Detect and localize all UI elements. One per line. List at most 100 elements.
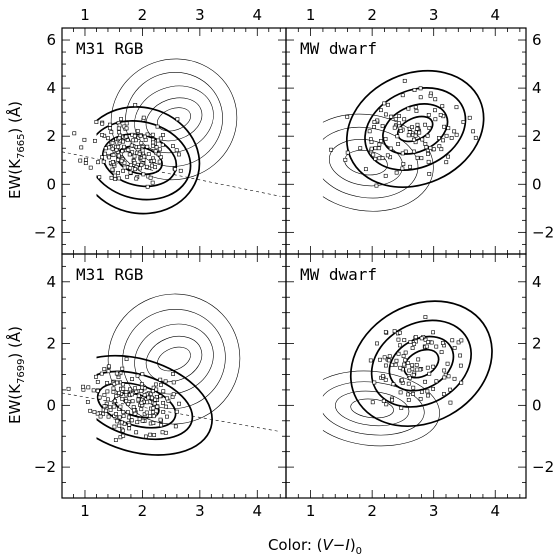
thin-contour-1 [344, 150, 388, 176]
data-point [154, 145, 159, 150]
data-point [446, 126, 451, 131]
data-point [113, 399, 117, 403]
data-point [119, 420, 124, 425]
data-point [419, 336, 424, 341]
data-point [473, 135, 478, 140]
data-point [127, 426, 132, 431]
data-point [171, 392, 176, 397]
data-point [415, 367, 420, 372]
data-point [448, 400, 453, 405]
data-point [407, 375, 412, 380]
data-point [136, 393, 141, 398]
data-point [410, 363, 414, 368]
data-point [398, 129, 403, 133]
data-point [390, 398, 394, 403]
data-point [373, 146, 378, 151]
data-point [400, 93, 405, 98]
data-point [120, 366, 125, 371]
data-point [124, 126, 129, 131]
data-point [396, 337, 401, 342]
data-point [408, 340, 413, 344]
data-point [343, 157, 348, 162]
data-point [144, 164, 149, 169]
data-point [119, 117, 123, 121]
data-point [449, 136, 454, 140]
data-point [426, 113, 431, 117]
data-point [377, 142, 382, 147]
data-point [370, 400, 375, 405]
data-point [161, 133, 165, 137]
data-point [378, 357, 382, 362]
data-point [91, 388, 96, 393]
data-point [427, 126, 432, 130]
data-point [132, 154, 137, 159]
data-point [399, 406, 404, 410]
data-point [387, 358, 391, 363]
data-point [418, 397, 423, 401]
data-point [99, 371, 104, 376]
x-tick-label: 4 [490, 502, 500, 520]
data-point [100, 121, 105, 126]
data-point [163, 379, 168, 384]
data-point [165, 414, 169, 419]
panel-label: M31 RGB [76, 265, 143, 284]
panel-label: MW dwarf [300, 265, 377, 284]
data-point [431, 386, 435, 391]
thin-contours [322, 113, 434, 212]
data-point [158, 377, 163, 382]
y-tick-label: −2 [532, 458, 554, 476]
data-point [396, 142, 401, 146]
data-point [121, 386, 126, 391]
thick-contour-4 [96, 106, 201, 215]
data-point [158, 136, 163, 141]
data-point [102, 404, 107, 409]
data-point [406, 106, 411, 111]
data-point [385, 153, 390, 158]
data-point [396, 351, 401, 356]
data-point [439, 350, 444, 355]
data-point [97, 395, 102, 400]
data-point [86, 385, 91, 390]
data-point [389, 114, 393, 119]
data-point [428, 93, 433, 98]
data-point [133, 103, 138, 107]
data-point [407, 130, 412, 135]
y-tick-label: 0 [532, 175, 542, 193]
y-tick-label: 0 [46, 175, 56, 193]
data-point [454, 132, 459, 137]
data-point [403, 358, 408, 363]
data-point [95, 379, 100, 384]
data-point [135, 420, 140, 425]
data-point [135, 373, 140, 378]
data-point [461, 120, 466, 124]
data-point [148, 432, 153, 437]
data-point [121, 168, 125, 173]
data-point [93, 138, 97, 143]
thick-contour-3 [96, 370, 194, 441]
thin-contour-1 [350, 398, 394, 419]
plot-area [62, 293, 281, 456]
data-point [373, 156, 378, 161]
y-tick-label: 0 [532, 396, 542, 414]
data-point [134, 138, 138, 143]
data-point [420, 137, 425, 142]
data-point [393, 117, 398, 122]
data-point [127, 152, 132, 157]
data-point [410, 367, 415, 372]
data-point [446, 154, 450, 159]
data-point [113, 177, 117, 181]
data-point [377, 156, 382, 161]
thin-contour-4 [322, 370, 440, 447]
data-point [407, 368, 412, 373]
data-point [426, 393, 430, 398]
fit-line [62, 151, 281, 197]
data-point [394, 170, 399, 175]
data-point [173, 167, 178, 172]
data-point [124, 121, 129, 126]
data-point [391, 382, 396, 387]
data-point [126, 410, 130, 415]
data-point [124, 357, 129, 362]
data-point [414, 363, 419, 367]
data-point [401, 162, 406, 166]
data-point [380, 124, 385, 128]
